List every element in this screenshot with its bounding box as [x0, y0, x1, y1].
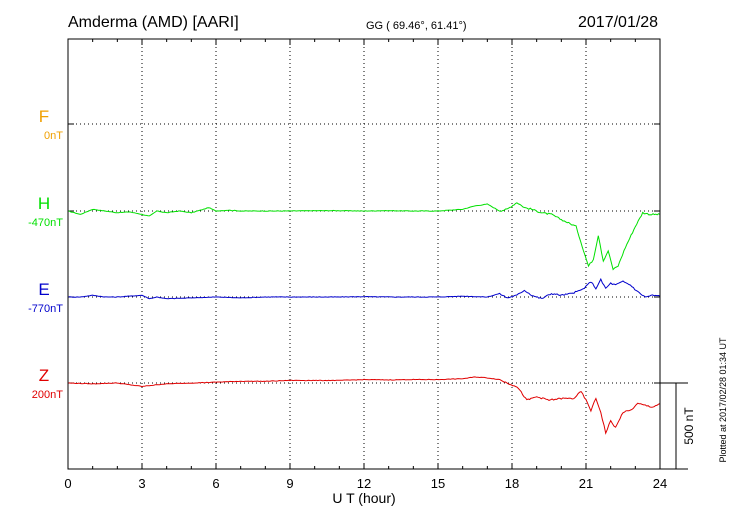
trace-layer	[67, 202, 661, 435]
scale-bar-label: 500 nT	[682, 407, 696, 445]
component-name-f: F	[39, 107, 49, 126]
baseline-lines	[68, 123, 660, 384]
station-title: Amderma (AMD) [AARI]	[68, 14, 239, 31]
grid-lines	[141, 39, 587, 469]
x-tick-label: 6	[212, 476, 219, 491]
x-tick-label: 15	[431, 476, 445, 491]
x-tick-label: 0	[64, 476, 71, 491]
component-baseline-z: 200nT	[32, 389, 63, 401]
component-name-z: Z	[39, 366, 49, 385]
scale-bar: 500 nT	[660, 382, 696, 470]
plot-date: 2017/01/28	[578, 14, 658, 31]
x-tick-label: 24	[653, 476, 667, 491]
station-coords: GG ( 69.46°, 61.41°)	[366, 20, 467, 32]
x-tick-label: 12	[357, 476, 371, 491]
component-name-e: E	[38, 280, 49, 299]
x-axis-tick-labels: 0 3 6 9 12 15 18 21 24	[64, 476, 667, 491]
plotted-at-note: Plotted at 2017/02/28 01:34 UT	[718, 337, 728, 463]
x-axis-label: U T (hour)	[332, 490, 395, 506]
component-baseline-e: -770nT	[28, 303, 63, 315]
x-axis-ticks	[67, 39, 661, 469]
component-baseline-f: 0nT	[44, 130, 63, 142]
x-tick-label: 21	[579, 476, 593, 491]
component-baseline-h: -470nT	[28, 217, 63, 229]
trace-h	[67, 202, 661, 271]
x-tick-label: 18	[505, 476, 519, 491]
trace-e	[67, 277, 661, 300]
component-labels: F 0nT H -470nT E -770nT Z 200nT	[28, 107, 63, 401]
component-name-h: H	[38, 194, 50, 213]
x-tick-label: 3	[138, 476, 145, 491]
x-tick-label: 9	[286, 476, 293, 491]
trace-z	[67, 376, 661, 435]
